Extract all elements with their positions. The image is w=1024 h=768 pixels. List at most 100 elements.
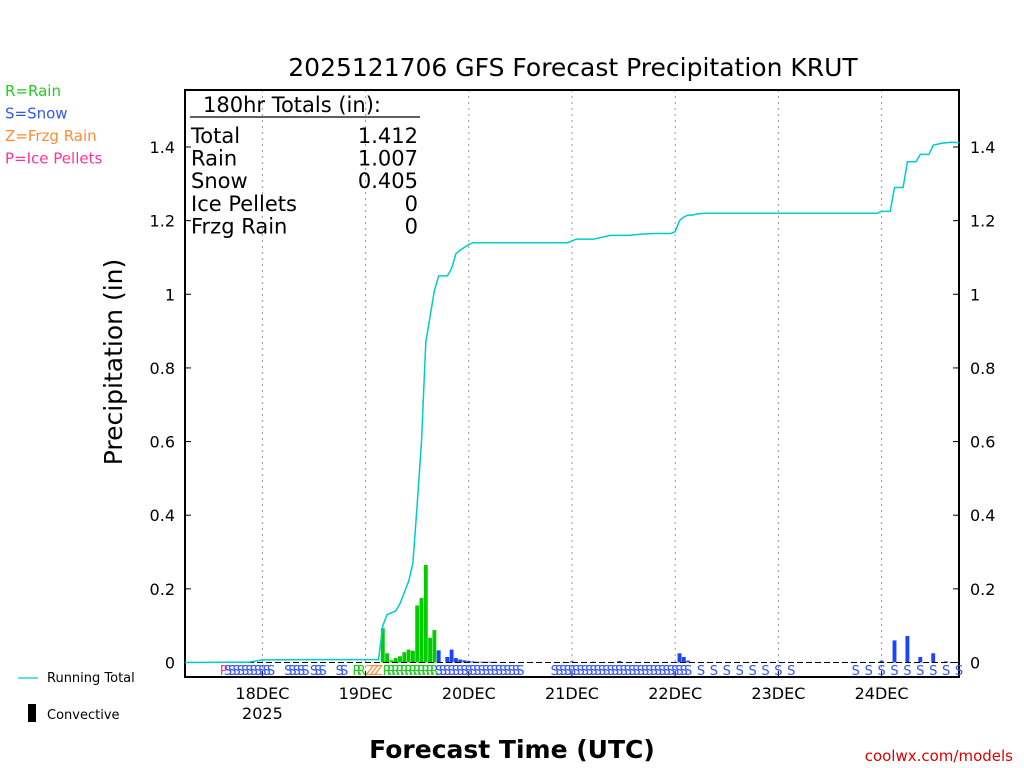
ptype-marker: S xyxy=(787,664,795,679)
ptype-marker: S xyxy=(263,664,271,679)
precip-bar xyxy=(879,660,884,663)
ptype-marker: S xyxy=(585,664,593,679)
grid-lines xyxy=(261,90,883,677)
y-axis-label: Precipitation (in) xyxy=(99,259,128,466)
precip-bar xyxy=(931,653,936,663)
ptype-marker: S xyxy=(650,664,658,679)
ptype-marker: S xyxy=(551,664,559,679)
ptype-marker: S xyxy=(288,664,296,679)
precip-bar xyxy=(488,661,493,663)
convective-legend-label: Convective xyxy=(47,708,120,723)
ptype-marker: S xyxy=(559,664,567,679)
ptype-marker: S xyxy=(250,664,258,679)
convective-legend-swatch xyxy=(28,704,36,722)
ptype-marker: R xyxy=(391,664,400,679)
ptype-marker: S xyxy=(443,664,451,679)
ptype-marker: S xyxy=(486,664,494,679)
ptype-marker: S xyxy=(473,664,481,679)
ptype-marker: S xyxy=(297,664,305,679)
ptype-marker: S xyxy=(456,664,464,679)
ptype-marker: S xyxy=(658,664,666,679)
ptype-marker: R xyxy=(413,664,422,679)
ptype-marker: S xyxy=(241,664,249,679)
y-tick-label: 0 xyxy=(970,654,980,673)
ptype-marker: S xyxy=(495,664,503,679)
ptype-marker: S xyxy=(568,664,576,679)
ptype-marker: S xyxy=(641,664,649,679)
precip-bar xyxy=(686,660,691,663)
precip-bar xyxy=(406,649,411,663)
ptype-marker: R xyxy=(357,664,366,679)
ptype-marker: S xyxy=(555,664,563,679)
ptype-marker: S xyxy=(258,664,266,679)
ptype-marker: S xyxy=(736,664,744,679)
precip-bar xyxy=(479,661,484,663)
y-tick-label: 1.2 xyxy=(970,212,995,231)
ptype-marker: S xyxy=(564,664,572,679)
y-tick-label: 0.4 xyxy=(970,506,995,525)
totals-row-label: Total xyxy=(190,124,240,148)
ptype-marker: R xyxy=(395,664,404,679)
precip-bar xyxy=(380,628,385,663)
x-tick-label: 18DEC xyxy=(235,684,289,703)
ptype-marker: S xyxy=(637,664,645,679)
ptype-marker: S xyxy=(684,664,692,679)
ptype-marker: S xyxy=(336,664,344,679)
y-tick-label: 1 xyxy=(970,285,980,304)
ptype-marker: S xyxy=(675,664,683,679)
x-tick-label: 23DEC xyxy=(751,684,805,703)
ptype-marker: Z xyxy=(374,664,383,679)
totals-row-value: 0.405 xyxy=(358,169,418,193)
ptype-marker: R xyxy=(383,664,392,679)
x-tick-label: 24DEC xyxy=(855,684,909,703)
ptype-legend-item: R=Rain xyxy=(5,82,61,100)
precip-bar xyxy=(892,640,897,663)
running-total-line xyxy=(184,141,960,664)
ptype-marker: R xyxy=(387,664,396,679)
precip-bar xyxy=(402,652,407,663)
precip-bar xyxy=(677,653,682,663)
ptype-marker: R xyxy=(400,664,409,679)
ptype-marker: R xyxy=(426,664,435,679)
precip-bars xyxy=(380,564,949,663)
series-legend: Running Total Convective xyxy=(18,671,135,723)
precip-bar xyxy=(389,660,394,663)
x-axis-label: Forecast Time (UTC) xyxy=(369,735,655,764)
ptype-marker: S xyxy=(710,664,718,679)
ptype-marker: S xyxy=(465,664,473,679)
ptype-legend-item: Z=Frzg Rain xyxy=(5,127,97,145)
ptype-marker: S xyxy=(452,664,460,679)
ptype-marker: S xyxy=(503,664,511,679)
ptype-marker: S xyxy=(697,664,705,679)
precip-bar xyxy=(423,564,428,663)
precip-bar xyxy=(398,656,402,663)
ptype-marker: S xyxy=(598,664,606,679)
running-total-legend-label: Running Total xyxy=(47,671,135,686)
totals-row-label: Rain xyxy=(191,147,237,171)
ptype-marker: S xyxy=(284,664,292,679)
ptype-marker: S xyxy=(865,664,873,679)
ptype-marker: S xyxy=(581,664,589,679)
ptype-marker: S xyxy=(877,664,885,679)
ptype-marker: S xyxy=(594,664,602,679)
x-tick-label: 21DEC xyxy=(545,684,599,703)
ptype-marker: S xyxy=(611,664,619,679)
x-tick-label: 19DEC xyxy=(339,684,393,703)
chart-title: 2025121706 GFS Forecast Precipitation KR… xyxy=(288,53,858,82)
y-tick-label: 0.4 xyxy=(150,506,175,525)
ptype-marker: S xyxy=(615,664,623,679)
ptype-marker: S xyxy=(267,664,275,679)
ptype-marker: R xyxy=(417,664,426,679)
ptype-marker: S xyxy=(301,664,309,679)
ptype-marker: S xyxy=(654,664,662,679)
precip-bar xyxy=(393,658,398,663)
precip-bar xyxy=(458,659,463,663)
ptype-marker: S xyxy=(671,664,679,679)
ptype-marker: S xyxy=(435,664,443,679)
ptype-marker: S xyxy=(490,664,498,679)
y-tick-label: 0.2 xyxy=(970,580,995,599)
ptype-marker: S xyxy=(245,664,253,679)
totals-box: 180hr Totals (in): Total 1.412 Rain 1.007 Sn… xyxy=(190,93,420,238)
ptype-marker: R xyxy=(421,664,430,679)
